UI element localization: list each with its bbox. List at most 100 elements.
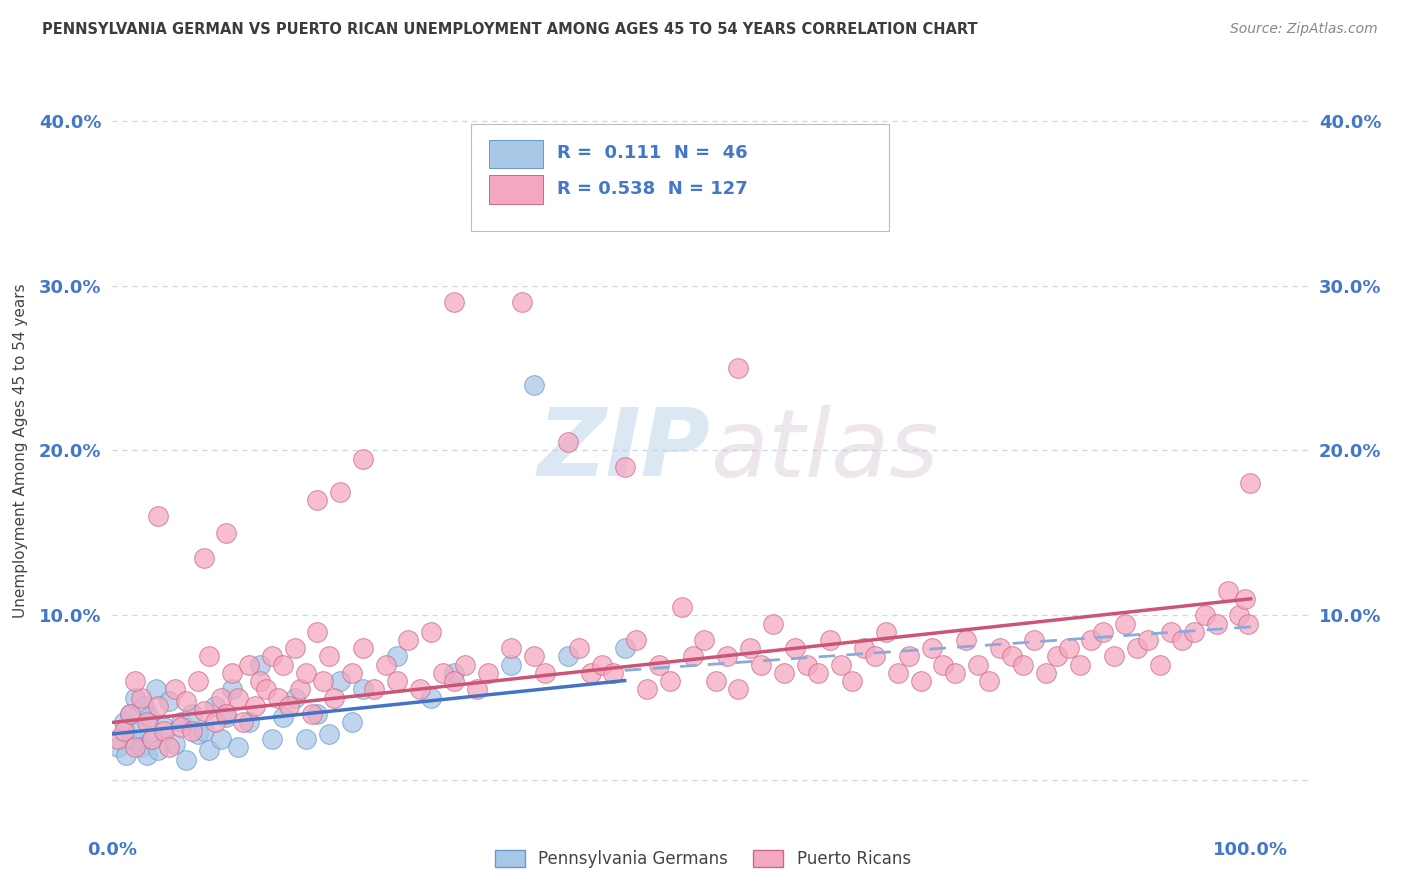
Point — [181, 707, 204, 722]
Point — [443, 295, 465, 310]
Point — [260, 731, 283, 746]
Point — [443, 665, 465, 680]
Point — [176, 753, 198, 767]
Point — [209, 690, 232, 705]
Point — [284, 690, 307, 705]
Point — [807, 665, 830, 680]
Point — [209, 731, 232, 746]
Point — [738, 641, 761, 656]
Point — [193, 704, 215, 718]
Point — [1024, 633, 1046, 648]
Point — [146, 509, 169, 524]
Point — [181, 723, 204, 738]
Point — [499, 641, 522, 656]
Text: ZIP: ZIP — [537, 404, 710, 497]
Point — [124, 690, 146, 705]
Point — [318, 727, 340, 741]
Point — [1080, 633, 1102, 648]
Point — [602, 665, 624, 680]
Point — [238, 715, 260, 730]
Point — [193, 550, 215, 565]
Point — [170, 715, 193, 730]
Point — [122, 731, 145, 746]
Point — [112, 715, 135, 730]
Point — [1149, 657, 1171, 672]
Point — [152, 723, 174, 738]
Point — [875, 624, 897, 639]
Point — [1046, 649, 1069, 664]
Point — [568, 641, 591, 656]
Point — [465, 682, 488, 697]
Point — [115, 748, 138, 763]
Point — [145, 682, 167, 697]
Point — [420, 624, 443, 639]
Point — [284, 641, 307, 656]
Point — [129, 690, 152, 705]
Point — [1035, 665, 1057, 680]
Point — [1239, 476, 1261, 491]
Point — [260, 649, 283, 664]
Point — [146, 698, 169, 713]
Point — [659, 674, 682, 689]
Point — [510, 295, 533, 310]
FancyBboxPatch shape — [489, 175, 543, 204]
Point — [682, 649, 704, 664]
Point — [636, 682, 658, 697]
Point — [141, 731, 163, 746]
FancyBboxPatch shape — [471, 124, 889, 230]
Point — [523, 649, 546, 664]
Point — [830, 657, 852, 672]
Point — [135, 715, 157, 730]
Point — [226, 740, 249, 755]
Point — [1182, 624, 1205, 639]
Point — [157, 694, 180, 708]
Point — [1057, 641, 1080, 656]
Point — [176, 694, 198, 708]
Point — [312, 674, 335, 689]
Point — [107, 740, 129, 755]
Point — [1012, 657, 1035, 672]
Point — [1091, 624, 1114, 639]
Point — [352, 451, 374, 466]
Point — [966, 657, 988, 672]
Point — [841, 674, 863, 689]
Point — [1194, 608, 1216, 623]
Point — [749, 657, 772, 672]
Point — [374, 657, 396, 672]
Point — [238, 657, 260, 672]
Point — [215, 525, 238, 540]
Point — [112, 723, 135, 738]
Point — [613, 459, 636, 474]
Point — [152, 720, 174, 734]
Point — [127, 723, 149, 738]
Point — [129, 740, 152, 755]
Point — [215, 710, 238, 724]
Y-axis label: Unemployment Among Ages 45 to 54 years: Unemployment Among Ages 45 to 54 years — [13, 283, 28, 618]
Point — [534, 665, 557, 680]
Point — [118, 707, 141, 722]
Point — [977, 674, 1000, 689]
Point — [932, 657, 955, 672]
Point — [307, 492, 329, 507]
Point — [118, 707, 141, 722]
Text: PENNSYLVANIA GERMAN VS PUERTO RICAN UNEMPLOYMENT AMONG AGES 45 TO 54 YEARS CORRE: PENNSYLVANIA GERMAN VS PUERTO RICAN UNEM… — [42, 22, 977, 37]
Point — [187, 727, 209, 741]
Point — [624, 633, 647, 648]
Point — [1001, 649, 1024, 664]
Point — [727, 361, 749, 376]
Point — [271, 710, 294, 724]
Point — [898, 649, 921, 664]
Point — [254, 682, 277, 697]
Point — [277, 698, 299, 713]
Point — [170, 720, 193, 734]
Point — [146, 743, 169, 757]
Point — [818, 633, 841, 648]
Point — [443, 674, 465, 689]
Point — [249, 674, 271, 689]
Point — [1233, 591, 1256, 606]
Point — [221, 665, 243, 680]
Point — [198, 743, 221, 757]
Point — [134, 698, 156, 713]
Point — [785, 641, 807, 656]
Point — [138, 710, 160, 724]
